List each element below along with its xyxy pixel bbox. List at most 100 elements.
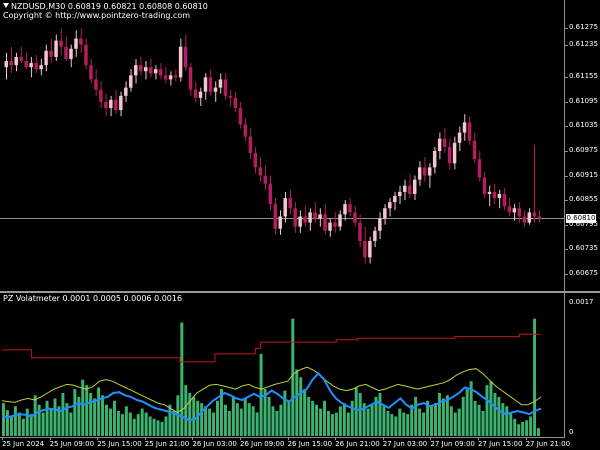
indicator-pane[interactable] (0, 293, 600, 438)
volatility-bar (287, 400, 291, 436)
price-tick (565, 224, 568, 226)
candle-body (223, 79, 228, 96)
time-tick-label: 25 Jun 09:00 (49, 440, 95, 448)
candle-body (99, 89, 103, 102)
volatility-bar (525, 420, 529, 436)
candle-body (412, 179, 417, 194)
price-tick-label: 0.60975 (569, 146, 598, 154)
time-tick-label: 27 Jun 21:00 (525, 440, 571, 448)
volatility-bar (489, 381, 493, 436)
candle-body (507, 206, 512, 213)
candle-body (168, 75, 173, 80)
volatility-bar (334, 412, 338, 436)
volatility-bar (422, 412, 426, 436)
volatility-bar (358, 392, 362, 436)
volatility-bar (263, 389, 267, 436)
volatility-bar (57, 406, 61, 436)
volatility-bar (323, 400, 326, 436)
time-tick-label: 26 Jun 09:00 (240, 440, 285, 448)
price-tick (565, 44, 568, 46)
volatility-bar (45, 400, 49, 436)
candle-body (378, 218, 382, 231)
price-tick-label: 0.60855 (569, 195, 598, 204)
candle-body (129, 75, 133, 88)
time-tick (97, 437, 99, 440)
price-tick (565, 175, 568, 177)
volatility-bar (212, 412, 216, 436)
volatility-bar (204, 406, 208, 436)
volatility-bar (124, 406, 128, 436)
volatility-bar (295, 369, 299, 436)
candle-body (373, 230, 377, 241)
indicator-max-label: 0.0017 (569, 298, 594, 306)
price-tick-label: 0.61035 (569, 121, 598, 130)
candle-body (54, 40, 58, 57)
candle-body (502, 193, 507, 207)
volatility-bar (402, 412, 406, 436)
price-tick-label: 0.61235 (569, 39, 598, 48)
current-price-label: 0.60810 (566, 214, 596, 224)
candle-body (537, 216, 541, 219)
volatility-bar (473, 400, 477, 436)
volatility-bar (227, 410, 231, 436)
volatility-bar (386, 410, 390, 436)
candle-body (398, 191, 402, 196)
candle-body (522, 216, 527, 223)
volatility-bar (239, 408, 243, 436)
volatility-bar (128, 412, 132, 436)
price-tick-label: 0.60675 (569, 268, 598, 277)
volatility-bar (41, 412, 45, 436)
volatility-bar (509, 412, 513, 436)
candle-body (497, 193, 502, 199)
pane-divider[interactable] (0, 291, 600, 293)
indicator-svg (1, 318, 542, 436)
time-tick-label: 27 Jun 09:00 (430, 440, 475, 448)
candle-body (457, 132, 462, 143)
volatility-bar (303, 389, 307, 436)
price-chart-pane[interactable] (0, 0, 600, 292)
volatility-bar (517, 424, 521, 436)
candle-body (328, 222, 332, 231)
candle-body (318, 214, 322, 219)
price-tick (565, 151, 568, 152)
candle-body (313, 212, 317, 219)
volatility-bar (406, 414, 410, 436)
volatility-bar (255, 412, 259, 436)
candle-body (44, 50, 48, 66)
candle-body (4, 61, 8, 68)
price-tick-label: 0.60795 (569, 219, 598, 228)
volatility-bar (13, 406, 17, 436)
candle-body (298, 216, 302, 227)
volatility-bar (9, 416, 13, 436)
volatility-bar (315, 404, 319, 436)
slow-volatility-line (1, 366, 542, 414)
candle-body (14, 56, 18, 66)
indicator-header: PZ Volatmeter 0.0001 0.0005 0.0006 0.001… (3, 294, 183, 303)
copyright-line: Copyright © http://www.pointzero-trading… (3, 11, 191, 20)
volatility-bar (21, 418, 25, 436)
volatility-bar (243, 398, 247, 436)
price-tick (565, 28, 568, 30)
time-tick-label: 25 Jun 15:00 (97, 440, 142, 448)
volatility-bar (5, 410, 9, 436)
candle-body (188, 67, 193, 90)
time-tick (382, 437, 384, 440)
candle-body (94, 79, 98, 90)
candle-body (183, 46, 188, 68)
volatility-bar (271, 406, 275, 436)
candle-body (283, 198, 287, 217)
candle-body (248, 136, 253, 154)
volatility-bar (382, 406, 386, 436)
volatility-bar (279, 404, 283, 436)
volatility-bar (77, 396, 81, 436)
volatility-bar (469, 381, 473, 436)
candle-body (517, 208, 522, 217)
volatility-bar (342, 403, 346, 436)
volatility-bar (501, 403, 505, 436)
chart-header: NZDUSD,M30 0.60819 0.60821 0.60808 0.608… (3, 2, 208, 20)
candle-body (104, 101, 108, 109)
candle-body (238, 108, 243, 125)
volatility-bar (89, 392, 93, 436)
collapse-triangle-icon[interactable] (3, 3, 9, 8)
time-tick-label: 26 Jun 21:00 (335, 440, 380, 448)
